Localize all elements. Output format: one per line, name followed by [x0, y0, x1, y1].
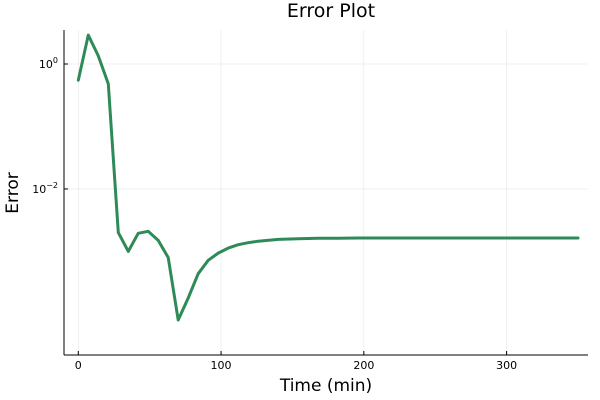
series-layer: [76, 33, 580, 322]
x-tick-label: 200: [353, 359, 374, 372]
x-axis-label: Time (min): [279, 376, 372, 396]
x-tick-label: 300: [496, 359, 517, 372]
y-tick-label: 10−2: [32, 181, 58, 196]
x-ticks: 0 100 200 300: [75, 351, 517, 372]
grid-lines: [64, 30, 588, 355]
x-tick-label: 0: [75, 359, 82, 372]
y-tick-label: 100: [39, 56, 58, 71]
chart-title: Error Plot: [287, 0, 375, 22]
error-series-line: [76, 33, 580, 322]
y-axis-label: Error: [3, 172, 23, 213]
y-ticks: 100 10−2: [32, 56, 68, 196]
x-tick-label: 100: [211, 359, 232, 372]
